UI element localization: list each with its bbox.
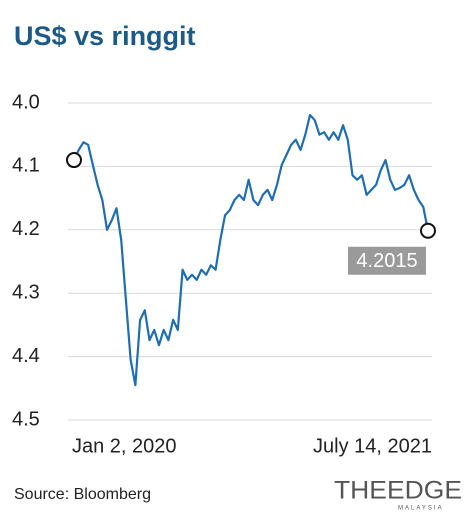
- line-series: [73, 113, 430, 387]
- value-label-box: [348, 246, 426, 275]
- y-tick-label: 4.4: [12, 345, 40, 367]
- y-tick-label: 4.1: [12, 155, 40, 177]
- x-tick-label: July 14, 2021: [313, 435, 432, 457]
- y-tick-label: 4.0: [12, 91, 40, 113]
- y-tick-label: 4.2: [12, 218, 40, 240]
- end-marker: [66, 152, 82, 169]
- source: Source: Bloomberg: [14, 486, 151, 503]
- end-marker: [420, 222, 436, 239]
- chart-title: US$ vs ringgit: [14, 21, 196, 51]
- logo: THEEDGE: [334, 477, 462, 505]
- value-label: 4.2015: [356, 250, 417, 272]
- x-tick-label: Jan 2, 2020: [72, 435, 177, 457]
- logo-sub: MALAYSIA: [398, 506, 444, 512]
- y-tick-label: 4.5: [12, 408, 40, 430]
- y-tick-label: 4.3: [12, 281, 40, 303]
